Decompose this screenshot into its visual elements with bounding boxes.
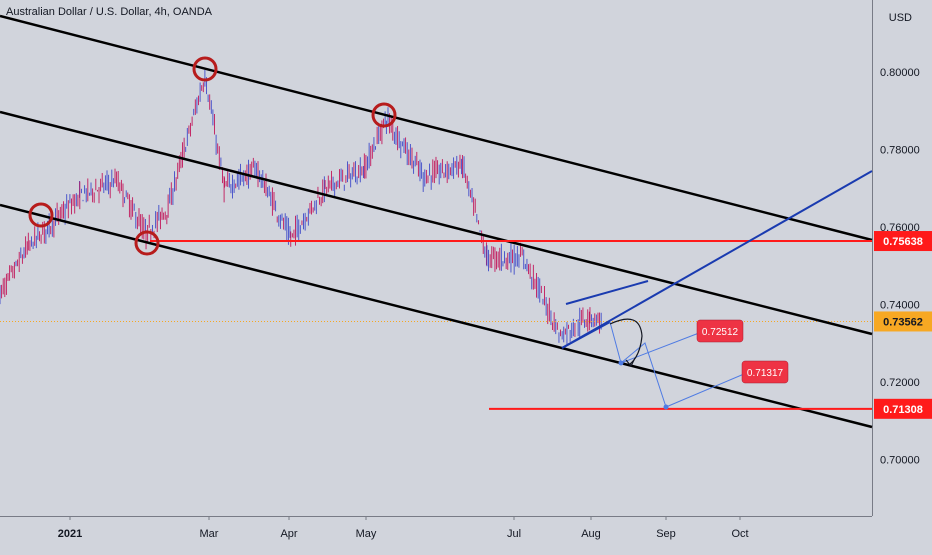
x-tick-label: Aug <box>581 528 601 540</box>
price-tag-text: 0.71308 <box>883 404 923 416</box>
x-tick-label: Apr <box>280 528 297 540</box>
target-label-box <box>741 360 789 384</box>
highlight-circle <box>192 56 218 82</box>
highlight-circle <box>371 102 397 128</box>
price-tag-text: 0.73562 <box>883 316 923 328</box>
price-tag <box>874 231 932 252</box>
highlight-circle <box>28 202 54 228</box>
target-label-box <box>696 319 744 343</box>
projection-path <box>609 321 667 408</box>
x-tick-label: Jul <box>507 528 521 540</box>
x-tick-label: May <box>356 528 377 540</box>
x-tick-label: Mar <box>200 528 219 540</box>
target-label-text: 0.71317 <box>747 368 784 379</box>
target-label-text: 0.72512 <box>702 327 739 338</box>
y-tick-label: 0.72000 <box>880 377 920 389</box>
currency-label: USD <box>888 12 912 24</box>
projection-connector-2 <box>665 373 745 408</box>
price-axis-panel <box>872 0 932 550</box>
chart-title: Australian Dollar / U.S. Dollar, 4h, OAN… <box>6 6 213 18</box>
y-tick-label: 0.74000 <box>880 300 920 312</box>
y-tick-label: 0.78000 <box>880 145 920 157</box>
y-tick-label: 0.80000 <box>880 67 920 79</box>
x-tick-label: Sep <box>656 528 676 540</box>
y-tick-label: 0.76000 <box>880 222 920 234</box>
x-tick-label: Oct <box>731 528 748 540</box>
price-tag <box>874 311 932 332</box>
channel-line-1 <box>0 14 873 242</box>
projection-point <box>663 404 669 410</box>
channel-line-2 <box>0 110 873 336</box>
projection-connector-1 <box>620 332 700 364</box>
candles-group <box>0 69 602 346</box>
trend-line-long <box>561 170 873 349</box>
price-tag <box>874 398 932 419</box>
x-tick-label: 2021 <box>58 528 82 540</box>
channel-line-3 <box>0 203 873 429</box>
wedge-upper-line <box>565 280 649 305</box>
price-tag-text: 0.75638 <box>883 236 923 248</box>
curve-arrow-head <box>625 357 636 368</box>
highlight-circle <box>134 230 160 256</box>
wedge-lower-line <box>561 321 611 349</box>
y-tick-label: 0.70000 <box>880 455 920 467</box>
projection-point <box>618 360 624 366</box>
